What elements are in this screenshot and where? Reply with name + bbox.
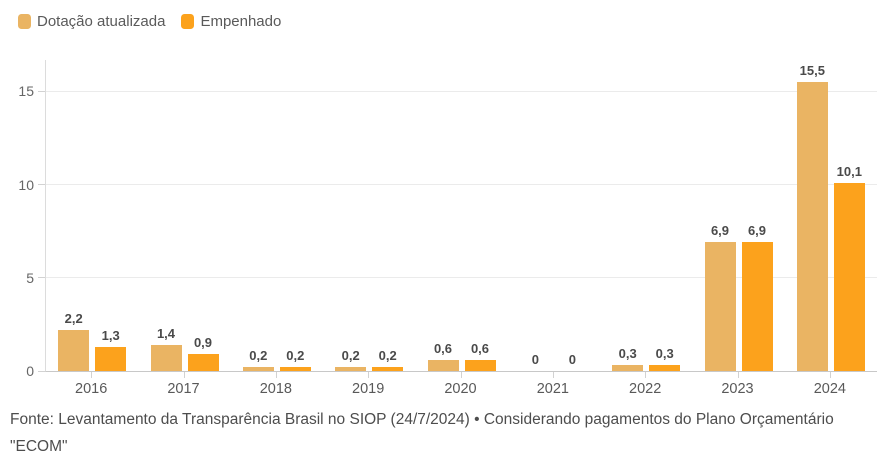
x-axis-label-2021: 2021 [536, 381, 569, 397]
x-axis-label-2016: 2016 [75, 381, 108, 397]
bar-empenhado-2022[interactable] [649, 365, 681, 371]
y-axis-label-5: 5 [26, 269, 34, 286]
bar-empenhado-2017[interactable] [187, 354, 219, 371]
bar-chart: 2,2 1,3 1,4 0,9 0,2 0,2 0,2 0,2 0,6 0,6 0 0 0,3 0,3 6,… [18, 60, 877, 397]
bar-value-label-dotacao-atualizada-2020: 0,6 [433, 341, 453, 356]
x-axis-label-2024: 2024 [813, 381, 846, 397]
source-note: Fonte: Levantamento da Transparência Bra… [10, 406, 882, 463]
bar-value-label-empenhado-2023: 6,9 [747, 223, 767, 238]
bar-value-label-dotacao-atualizada-2016: 2,2 [64, 311, 83, 326]
legend-item-empenhado[interactable]: Empenhado [181, 14, 281, 29]
y-axis-label-15: 15 [18, 83, 34, 100]
bar-value-label-empenhado-2021: 0 [568, 352, 576, 367]
bar-empenhado-2018[interactable] [279, 367, 311, 371]
x-axis-tick-2017 [183, 372, 185, 378]
x-axis-label-2019: 2019 [352, 381, 385, 397]
x-axis-tick-2020 [460, 372, 462, 378]
legend: Dotação atualizada Empenhado [18, 14, 281, 29]
x-axis-tick-2021 [552, 372, 554, 378]
legend-swatch-dotacao-atualizada [18, 14, 31, 29]
bar-dotacao-atualizada-2023[interactable] [704, 242, 736, 371]
bar-value-label-empenhado-2024: 10,1 [836, 164, 862, 179]
bar-value-label-dotacao-atualizada-2024: 15,5 [799, 63, 825, 78]
bar-empenhado-2020[interactable] [464, 360, 496, 371]
bar-value-label-empenhado-2022: 0,3 [655, 346, 674, 361]
bar-dotacao-atualizada-2018[interactable] [242, 367, 274, 371]
x-axis-tick-2016 [91, 372, 93, 378]
y-axis-tick-0 [38, 370, 45, 372]
bar-dotacao-atualizada-2022[interactable] [612, 365, 644, 371]
y-axis-tick-10 [38, 184, 45, 185]
bar-value-label-empenhado-2020: 0,6 [470, 341, 490, 356]
x-axis-tick-2023 [737, 372, 739, 378]
x-axis-label-2020: 2020 [444, 381, 477, 397]
legend-label-dotacao-atualizada: Dotação atualizada [37, 13, 166, 30]
gridline-10 [46, 184, 877, 185]
y-axis-label-10: 10 [18, 176, 34, 193]
legend-item-dotacao-atualizada[interactable]: Dotação atualizada [18, 14, 165, 29]
x-axis-tick-2019 [368, 372, 370, 378]
x-axis-label-2018: 2018 [259, 381, 292, 397]
bar-empenhado-2024[interactable] [833, 183, 865, 371]
bar-dotacao-atualizada-2019[interactable] [335, 367, 367, 371]
legend-swatch-empenhado [181, 14, 195, 29]
bar-value-label-empenhado-2018: 0,2 [286, 348, 305, 363]
bar-value-label-empenhado-2019: 0,2 [378, 348, 397, 363]
bar-dotacao-atualizada-2016[interactable] [58, 330, 90, 371]
x-axis-label-2022: 2022 [629, 381, 662, 397]
plot-area: 2,2 1,3 1,4 0,9 0,2 0,2 0,2 0,2 0,6 0,6 0 0 0,3 0,3 6,… [45, 60, 877, 372]
bar-value-label-dotacao-atualizada-2021: 0 [531, 352, 539, 367]
legend-label-empenhado: Empenhado [200, 13, 282, 30]
x-axis-tick-2022 [645, 372, 647, 378]
bar-dotacao-atualizada-2020[interactable] [427, 360, 459, 371]
y-axis-tick-5 [38, 277, 45, 279]
bar-empenhado-2016[interactable] [95, 347, 127, 371]
bar-value-label-dotacao-atualizada-2022: 0,3 [618, 346, 637, 361]
y-axis-label-0: 0 [26, 363, 34, 379]
y-axis-tick-15 [38, 90, 45, 92]
x-axis-tick-2018 [275, 372, 277, 378]
bar-value-label-dotacao-atualizada-2023: 6,9 [710, 223, 730, 238]
bar-value-label-empenhado-2016: 1,3 [101, 328, 120, 343]
bar-value-label-dotacao-atualizada-2018: 0,2 [249, 348, 268, 363]
bar-empenhado-2019[interactable] [372, 367, 404, 371]
x-axis-tick-2024 [829, 372, 831, 378]
bar-value-label-dotacao-atualizada-2019: 0,2 [341, 348, 360, 363]
bar-value-label-dotacao-atualizada-2017: 1,4 [156, 326, 176, 341]
bar-dotacao-atualizada-2024[interactable] [796, 82, 828, 371]
bar-value-label-empenhado-2017: 0,9 [193, 335, 213, 350]
gridline-15 [46, 90, 877, 92]
bar-dotacao-atualizada-2017[interactable] [150, 345, 182, 371]
source-note-line1: Fonte: Levantamento da Transparência Bra… [10, 411, 834, 455]
gridline-5 [46, 277, 877, 279]
bar-empenhado-2023[interactable] [741, 242, 773, 371]
x-axis-label-2017: 2017 [167, 381, 200, 397]
x-axis-label-2023: 2023 [721, 381, 754, 397]
